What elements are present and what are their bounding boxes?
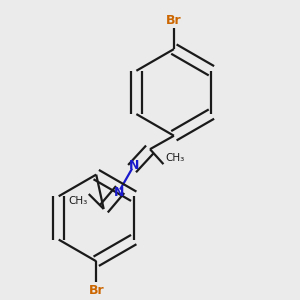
Text: CH₃: CH₃ bbox=[68, 196, 87, 206]
Text: CH₃: CH₃ bbox=[165, 153, 184, 163]
Text: N: N bbox=[128, 159, 139, 172]
Text: Br: Br bbox=[166, 14, 182, 27]
Text: N: N bbox=[113, 186, 124, 199]
Text: Br: Br bbox=[88, 284, 104, 297]
